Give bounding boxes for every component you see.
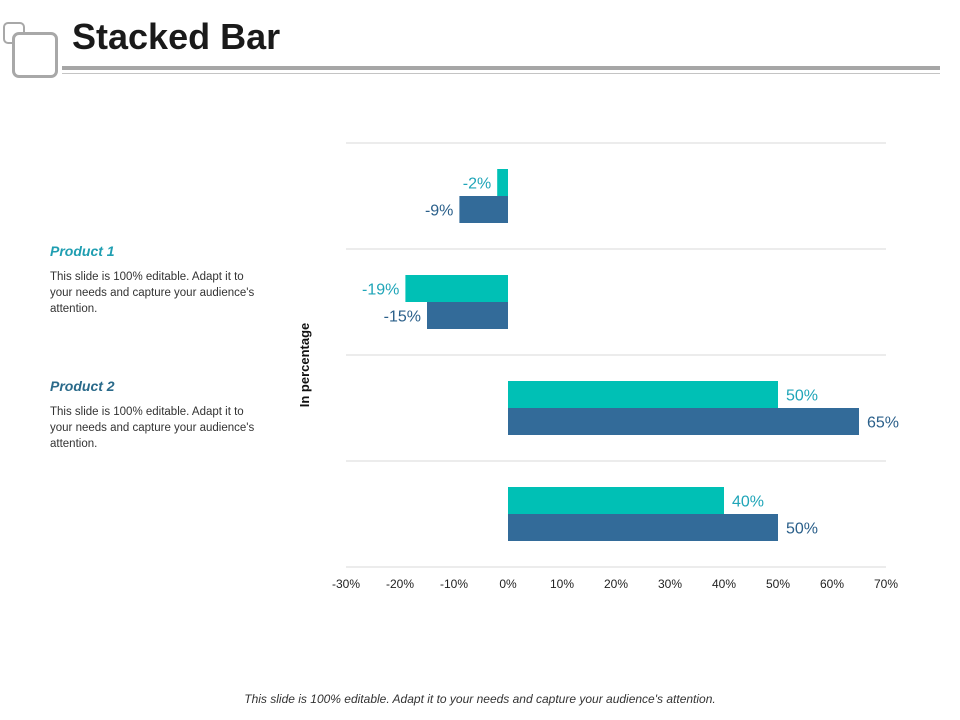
product-2-name: Product 2 bbox=[50, 378, 115, 394]
bar-product-1 bbox=[405, 275, 508, 302]
y-axis-label: In percentage bbox=[297, 323, 312, 408]
chart-gridlines bbox=[346, 142, 886, 568]
page-title: Stacked Bar bbox=[72, 16, 281, 57]
product-1-description: This slide is 100% editable. Adapt it to… bbox=[50, 271, 255, 315]
bar-product-2 bbox=[508, 514, 778, 541]
bar-product-1 bbox=[497, 169, 508, 196]
data-label: -15% bbox=[384, 309, 421, 326]
bar-product-2 bbox=[508, 408, 859, 435]
x-tick-label: 20% bbox=[604, 577, 628, 591]
title-underline bbox=[62, 66, 940, 70]
x-tick-label: 0% bbox=[499, 577, 517, 591]
x-tick-label: -20% bbox=[386, 577, 414, 591]
data-label: 40% bbox=[732, 494, 764, 511]
data-label: 50% bbox=[786, 521, 818, 538]
x-tick-label: 40% bbox=[712, 577, 736, 591]
data-label: 50% bbox=[786, 388, 818, 405]
product-2-description: This slide is 100% editable. Adapt it to… bbox=[50, 406, 255, 450]
x-tick-label: -30% bbox=[332, 577, 360, 591]
bar-product-2 bbox=[427, 302, 508, 329]
logo-large-square bbox=[12, 32, 58, 78]
x-tick-label: 60% bbox=[820, 577, 844, 591]
chart-data-labels: -2% -9% -19% -15% 50% 65% 40% 50% bbox=[362, 176, 899, 538]
data-label: 65% bbox=[867, 415, 899, 432]
bar-product-1 bbox=[508, 487, 724, 514]
chart-x-ticks: -30% -20% -10% 0% 10% 20% 30% 40% 50% 60% 70% bbox=[332, 577, 898, 591]
bar-product-2 bbox=[459, 196, 508, 223]
chart-bars bbox=[405, 169, 859, 541]
x-tick-label: 70% bbox=[874, 577, 898, 591]
footer-note: This slide is 100% editable. Adapt it to… bbox=[244, 692, 716, 706]
data-label: -19% bbox=[362, 282, 399, 299]
x-tick-label: 30% bbox=[658, 577, 682, 591]
x-tick-label: -10% bbox=[440, 577, 468, 591]
x-tick-label: 10% bbox=[550, 577, 574, 591]
data-label: -9% bbox=[425, 203, 453, 220]
x-tick-label: 50% bbox=[766, 577, 790, 591]
title-underline-thin bbox=[62, 73, 940, 74]
data-label: -2% bbox=[463, 176, 491, 193]
product-2-block: Product 2 This slide is 100% editable. A… bbox=[50, 378, 255, 452]
bar-product-1 bbox=[508, 381, 778, 408]
product-1-name: Product 1 bbox=[50, 243, 115, 259]
product-1-block: Product 1 This slide is 100% editable. A… bbox=[50, 243, 255, 317]
